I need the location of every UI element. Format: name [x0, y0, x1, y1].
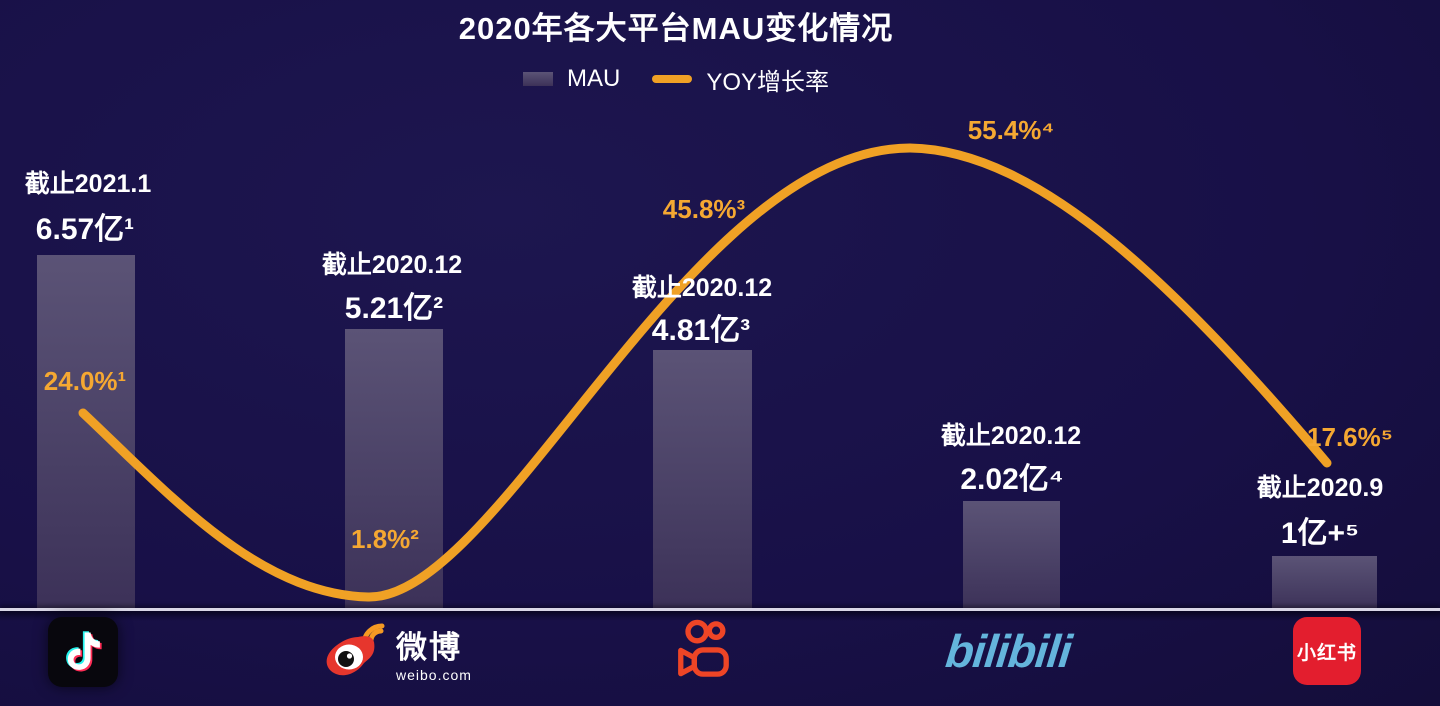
douyin-logo — [48, 617, 118, 687]
douyin-note-icon — [66, 631, 102, 672]
mau-bar-bilibili — [963, 501, 1060, 610]
baseline-shadow — [0, 611, 1440, 621]
legend-line-swatch — [652, 75, 693, 83]
mau-value-bilibili: 2.02亿⁴ — [960, 463, 1064, 496]
bilibili-logo: bilibili — [943, 625, 1074, 677]
asof-label-xiaohongshu: 截止2020.9 — [1256, 474, 1384, 502]
mau-bar-kuaishou — [653, 350, 752, 610]
mau-value-weibo: 5.21亿² — [344, 292, 444, 325]
chart-title: 2020年各大平台MAU变化情况 — [458, 11, 894, 46]
legend-bar-label: MAU — [566, 65, 621, 92]
asof-label-bilibili: 截止2020.12 — [940, 422, 1082, 450]
yoy-value-xiaohongshu: 17.6%⁵ — [1307, 422, 1393, 452]
weibo-wordmark: 微博 — [396, 630, 462, 665]
yoy-value-kuaishou: 45.8%³ — [662, 194, 746, 224]
asof-label-weibo: 截止2020.12 — [321, 251, 463, 279]
legend-bar-swatch — [522, 72, 553, 86]
x-axis-baseline — [0, 608, 1440, 611]
mau-value-kuaishou: 4.81亿³ — [651, 314, 751, 347]
mau-value-xiaohongshu: 1亿+⁵ — [1280, 517, 1360, 550]
yoy-value-bilibili: 55.4%⁴ — [967, 115, 1055, 145]
kuaishou-camera-icon — [678, 619, 729, 677]
asof-label-douyin: 截止2021.1 — [24, 170, 152, 198]
weibo-eye-icon — [326, 623, 385, 676]
mau-bar-douyin — [37, 255, 135, 610]
legend-line-label: YOY增长率 — [706, 68, 830, 96]
kuaishou-logo — [674, 618, 732, 685]
mau-value-douyin: 6.57亿¹ — [35, 213, 135, 246]
yoy-value-weibo: 1.8%² — [351, 524, 419, 554]
xiaohongshu-logo: 小红书 — [1293, 617, 1361, 685]
asof-label-kuaishou: 截止2020.12 — [631, 274, 773, 302]
mau-bar-weibo — [345, 329, 443, 610]
yoy-value-douyin: 24.0%¹ — [43, 366, 127, 396]
weibo-domain-text: weibo.com — [396, 667, 472, 683]
chart-legend: MAU YOY增长率 — [0, 64, 1352, 96]
xiaohongshu-wordmark: 小红书 — [1296, 642, 1357, 664]
weibo-logo: 微博 weibo.com — [322, 620, 472, 686]
mau-bar-xiaohongshu — [1272, 556, 1377, 610]
